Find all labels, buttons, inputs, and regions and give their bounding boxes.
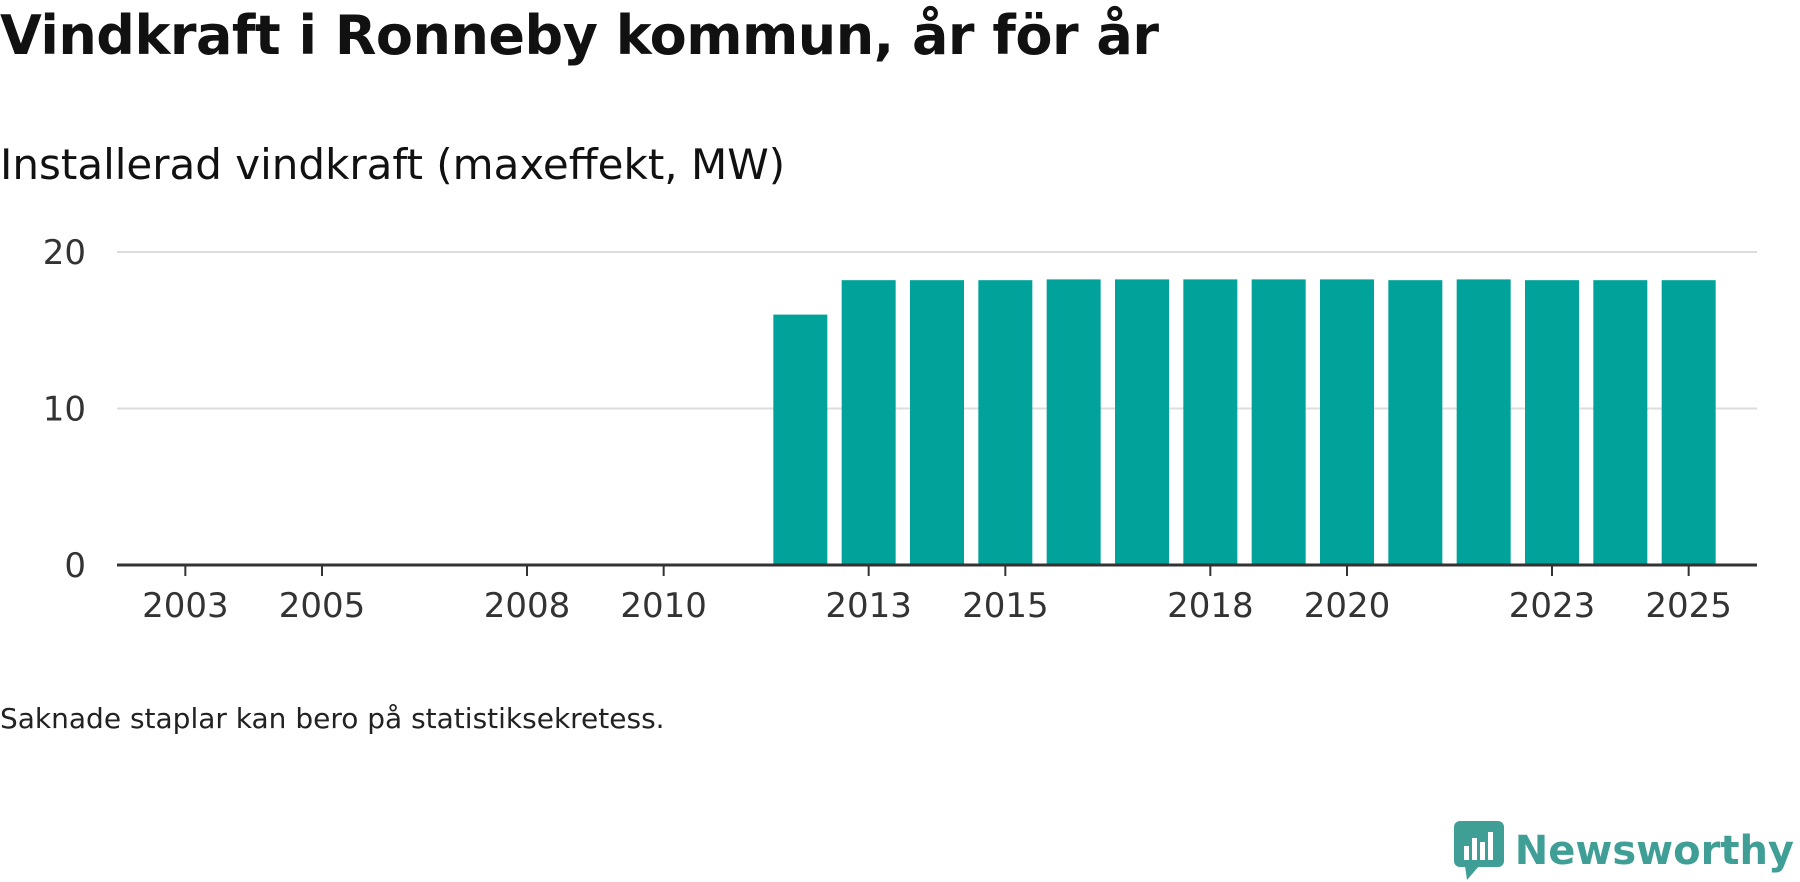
bar-2015 <box>978 280 1033 565</box>
x-tick-label-2025: 2025 <box>1645 586 1732 626</box>
y-tick-label-0: 0 <box>64 546 86 586</box>
y-axis-labels: 0 10 20 <box>43 233 86 586</box>
y-tick-label-20: 20 <box>43 233 86 273</box>
x-tick-label-2010: 2010 <box>620 586 707 626</box>
newsworthy-logo-text: Newsworthy <box>1514 828 1794 874</box>
x-tick-label-2013: 2013 <box>825 586 912 626</box>
x-axis-ticks: 2003 2005 2008 2010 2013 2015 2018 2020 2023 2025 <box>142 565 1732 626</box>
newsworthy-chat-bars-icon <box>1453 821 1504 880</box>
bar-2022 <box>1456 279 1511 565</box>
x-tick-label-2005: 2005 <box>279 586 366 626</box>
bars <box>773 279 1716 565</box>
bar-2012 <box>773 314 828 565</box>
x-tick-label-2015: 2015 <box>962 586 1049 626</box>
bar-2021 <box>1388 280 1443 565</box>
bar-2014 <box>910 280 964 565</box>
x-tick-label-2018: 2018 <box>1167 586 1254 626</box>
bar-2020 <box>1320 279 1374 565</box>
bar-2013 <box>841 280 896 565</box>
footnote: Saknade staplar kan bero på statistiksek… <box>0 702 665 735</box>
bar-2025 <box>1661 280 1716 565</box>
newsworthy-logo: Newsworthy <box>1453 820 1794 882</box>
bar-2023 <box>1525 280 1579 565</box>
x-tick-label-2023: 2023 <box>1509 586 1596 626</box>
chart-title: Vindkraft i Ronneby kommun, år för år <box>0 4 1159 67</box>
y-tick-label-10: 10 <box>43 390 86 430</box>
x-tick-label-2020: 2020 <box>1304 586 1391 626</box>
bar-2024 <box>1593 280 1648 565</box>
x-tick-label-2003: 2003 <box>142 586 229 626</box>
bar-2016 <box>1046 279 1101 565</box>
x-tick-label-2008: 2008 <box>484 586 571 626</box>
chart-subtitle: Installerad vindkraft (maxeffekt, MW) <box>0 140 786 189</box>
bar-2017 <box>1115 279 1169 565</box>
bar-2018 <box>1183 279 1238 565</box>
bar-2019 <box>1251 279 1306 565</box>
